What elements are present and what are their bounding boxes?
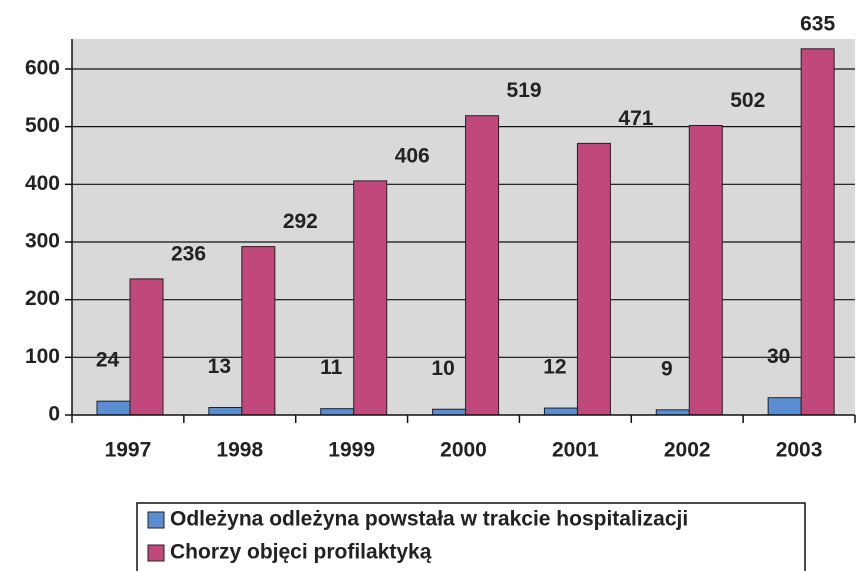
legend: Odleżyna odleżyna powstała w trakcie hos… xyxy=(136,502,806,571)
data-label: 11 xyxy=(320,356,343,379)
legend-swatch xyxy=(147,544,165,562)
x-tick-label: 1997 xyxy=(105,439,152,462)
bar xyxy=(353,180,388,416)
x-tick-label: 2001 xyxy=(552,439,599,462)
legend-label: Odleżyna odleżyna powstała w trakcie hos… xyxy=(170,508,688,531)
bar xyxy=(129,278,164,416)
bar xyxy=(96,400,131,416)
data-label: 236 xyxy=(171,242,206,265)
y-tick-label: 200 xyxy=(25,287,60,310)
data-label: 24 xyxy=(96,349,120,372)
data-label: 519 xyxy=(507,79,542,102)
legend-frame xyxy=(136,502,806,571)
x-tick-label: 1999 xyxy=(328,439,375,462)
y-tick-label: 100 xyxy=(25,345,60,368)
y-tick-label: 400 xyxy=(25,172,60,195)
bar xyxy=(432,408,467,416)
bar xyxy=(320,408,355,416)
bar xyxy=(655,409,690,416)
bar xyxy=(688,125,723,416)
data-label: 30 xyxy=(767,345,790,368)
y-tick-label: 0 xyxy=(48,403,60,426)
y-tick-label: 600 xyxy=(25,57,60,80)
bar xyxy=(767,397,802,416)
y-tick-label: 500 xyxy=(25,114,60,137)
bar xyxy=(800,48,835,416)
legend-label: Chorzy objęci profilaktyką xyxy=(170,541,432,564)
y-tick-label: 300 xyxy=(25,230,60,253)
data-label: 471 xyxy=(618,107,653,130)
data-label: 10 xyxy=(431,357,454,380)
data-label: 635 xyxy=(800,12,835,35)
data-label: 406 xyxy=(395,144,430,167)
bar xyxy=(465,115,500,416)
bar xyxy=(543,407,578,416)
x-tick-label: 2003 xyxy=(776,439,823,462)
data-label: 9 xyxy=(661,357,673,380)
legend-swatch xyxy=(147,511,165,529)
bar xyxy=(208,407,243,416)
bar xyxy=(241,246,276,416)
plot-area xyxy=(72,39,855,415)
x-tick-label: 2002 xyxy=(664,439,711,462)
data-label: 502 xyxy=(730,89,765,112)
bar xyxy=(576,142,611,416)
data-label: 292 xyxy=(283,210,318,233)
x-tick-label: 2000 xyxy=(440,439,487,462)
data-label: 12 xyxy=(543,356,566,379)
data-label: 13 xyxy=(208,355,231,378)
x-tick-label: 1998 xyxy=(216,439,263,462)
